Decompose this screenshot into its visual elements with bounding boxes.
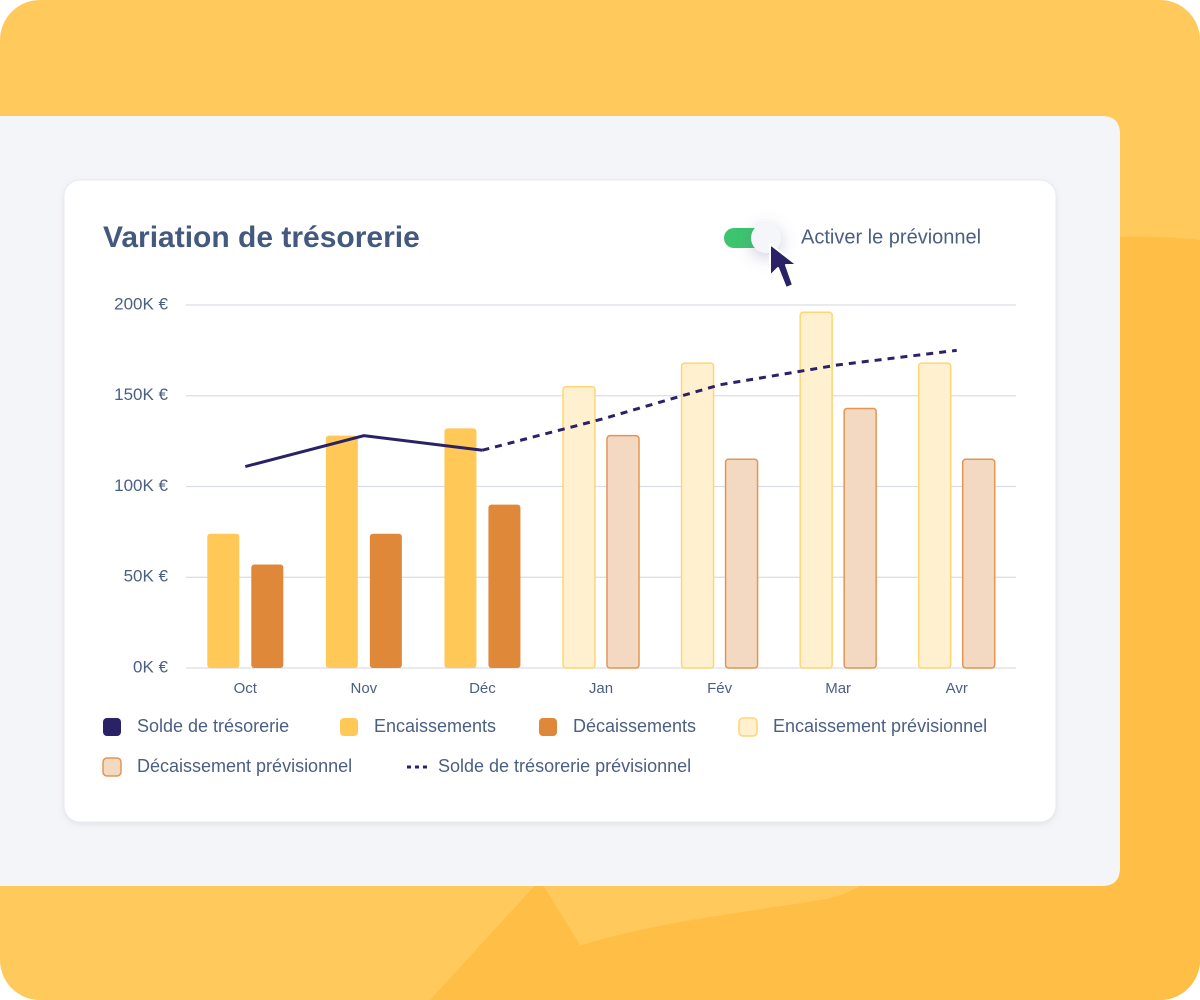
cursor [769,243,798,289]
legend-label: Décaissements [573,716,696,736]
bar [724,458,759,669]
bar [843,407,877,669]
bar [207,533,240,668]
bar [917,362,952,669]
bar [444,428,477,668]
y-tick-label: 200K € [114,294,168,313]
y-tick-label: 0K € [133,657,169,676]
legend: Solde de trésorerie Encaissements Décaisse… [102,716,987,777]
bar [369,533,402,668]
line-series [482,348,957,452]
bar [680,362,715,669]
plot-area: 0K € 50K € 100K € 150K € 200K € Oct Nov Déc Jan F… [114,294,1016,697]
y-tick-label: 100K € [114,476,168,495]
bar [488,504,521,668]
x-tick-label: Avr [946,680,968,697]
bar [562,385,596,669]
y-tick-label: 150K € [114,385,168,404]
x-tick-label: Fév [707,680,733,697]
y-tick-label: 50K € [124,567,169,586]
legend-swatch [539,718,557,736]
legend-label: Solde de trésorerie [137,716,289,736]
legend-label: Décaissement prévisionnel [137,756,352,776]
x-tick-label: Jan [589,680,613,697]
legend-label: Encaissements [374,716,496,736]
legend-label: Solde de trésorerie prévisionnel [438,756,691,776]
x-tick-label: Oct [234,680,258,697]
bar [325,435,358,668]
x-tick-label: Déc [469,680,496,697]
bar [606,434,640,669]
legend-swatch [738,717,758,737]
toggle-label[interactable]: Activer le prévionnel [801,226,981,248]
legend-swatch [102,757,122,777]
line-series [244,434,483,468]
bar [961,458,996,669]
legend-swatch [103,718,121,736]
x-tick-label: Mar [825,680,851,697]
legend-label: Encaissement prévisionnel [773,716,987,736]
x-tick-label: Nov [351,680,378,697]
bar [251,564,284,668]
chart-title: Variation de trésorerie [103,221,420,254]
bar [799,311,833,669]
legend-swatch [340,718,358,736]
